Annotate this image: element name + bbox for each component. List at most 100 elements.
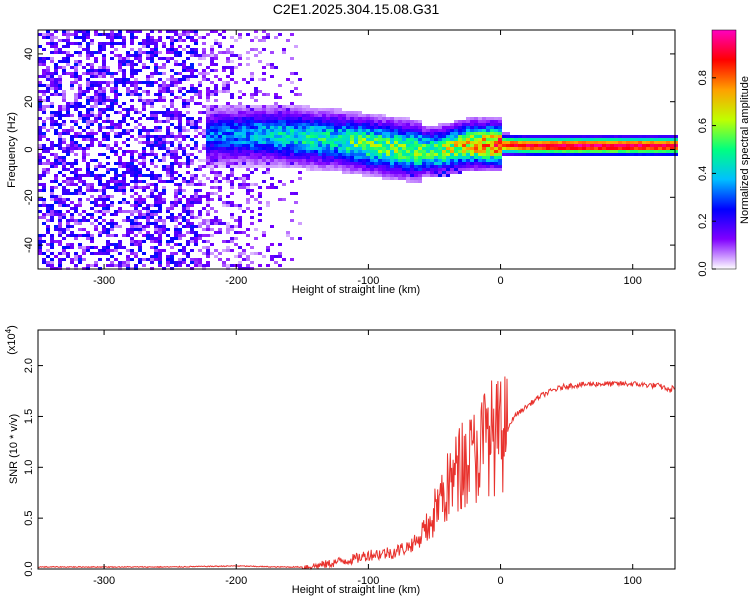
spectrogram-cell (218, 132, 222, 135)
spectrogram-cell (378, 141, 382, 144)
spectrogram-cell (634, 147, 638, 150)
spectrogram-cell (210, 207, 214, 210)
spectrogram-cell (94, 90, 98, 93)
snr-y-label: SNR (10 * v/v) (8, 414, 20, 484)
spectrogram-cell (214, 120, 218, 123)
spectrogram-cell (454, 165, 458, 168)
spectrogram-cell (142, 81, 146, 84)
spectrogram-cell (130, 180, 134, 183)
spectrogram-cell (86, 246, 90, 249)
spectrogram-cell (234, 66, 238, 69)
spectrogram-cell (418, 174, 422, 177)
spectrogram-cell (198, 159, 202, 162)
spectrogram-cell (194, 51, 198, 54)
spectrogram-cell (106, 252, 110, 255)
spectrogram-cell (410, 141, 414, 144)
spectrogram-cell (482, 144, 486, 147)
spectrogram-cell (38, 183, 42, 186)
spectrogram-cell (506, 147, 510, 150)
spectrogram-cell (422, 126, 426, 129)
spectrogram-cell (38, 243, 42, 246)
spectrogram-cell (182, 138, 186, 141)
spectrogram-cell (170, 261, 174, 264)
spectrogram-cell (290, 33, 294, 36)
spectrogram-cell (310, 126, 314, 129)
spectrogram-cell (218, 111, 222, 114)
spectrogram-cell (442, 126, 446, 129)
spectrogram-cell (74, 237, 78, 240)
spectrogram-cell (194, 258, 198, 261)
spectrogram-cell (114, 210, 118, 213)
spectrogram-cell (234, 219, 238, 222)
spectrogram-cell (138, 195, 142, 198)
spectrogram-cell (266, 264, 270, 267)
spectrogram-cell (658, 144, 662, 147)
spectrogram-cell (42, 168, 46, 171)
spectrogram-cell (62, 186, 66, 189)
spectrogram-cell (386, 174, 390, 177)
spectrogram-cell (174, 60, 178, 63)
spectrogram-cell (146, 90, 150, 93)
spectrogram-cell (78, 222, 82, 225)
spectrogram-cell (206, 162, 210, 165)
spectrogram-cell (602, 141, 606, 144)
spectrogram-cell (130, 48, 134, 51)
spectrogram-cell (294, 147, 298, 150)
spectrogram-cell (326, 129, 330, 132)
spectrogram-cell (238, 126, 242, 129)
spectrogram-cell (106, 114, 110, 117)
spectrogram-cell (66, 39, 70, 42)
spectrogram-cell (194, 192, 198, 195)
spectrogram-cell (270, 159, 274, 162)
spectrogram-cell (386, 168, 390, 171)
spectrogram-cell (394, 135, 398, 138)
spectrogram-cell (418, 129, 422, 132)
spectrogram-cell (550, 141, 554, 144)
spectrogram-cell (86, 162, 90, 165)
spectrogram-cell (290, 147, 294, 150)
spectrogram-cell (294, 45, 298, 48)
spectrogram-cell (106, 144, 110, 147)
spectrogram-cell (426, 144, 430, 147)
spectrogram-cell (42, 171, 46, 174)
spectrogram-cell (670, 138, 674, 141)
spectrogram-cell (194, 123, 198, 126)
spectrogram-cell (62, 33, 66, 36)
spectrogram-cell (446, 162, 450, 165)
spectrogram-cell (194, 243, 198, 246)
spectrogram-cell (602, 138, 606, 141)
spectrogram-cell (78, 63, 82, 66)
spectrogram-cell (226, 129, 230, 132)
spectrogram-cell (198, 216, 202, 219)
spectrogram-cell (646, 144, 650, 147)
spectrogram-cell (390, 150, 394, 153)
spectrogram-cell (558, 141, 562, 144)
spectrogram-cell (362, 138, 366, 141)
spectrogram-cell (82, 72, 86, 75)
spectrogram-cell (262, 141, 266, 144)
spectrogram-cell (386, 153, 390, 156)
spectrogram-cell (422, 144, 426, 147)
spectrogram-cell (654, 153, 658, 156)
spectrogram-cell (298, 78, 302, 81)
spectrogram-cell (58, 225, 62, 228)
y-tick-label: 2.0 (23, 358, 35, 373)
spectrogram-cell (226, 222, 230, 225)
colorbar-tick-label: 0.0 (697, 261, 709, 276)
spectrogram-cell (110, 243, 114, 246)
spectrogram-cell (506, 153, 510, 156)
spectrogram-cell (270, 147, 274, 150)
spectrogram-cell (194, 90, 198, 93)
spectrogram-cell (398, 171, 402, 174)
spectrogram-cell (102, 174, 106, 177)
spectrogram-cell (50, 261, 54, 264)
spectrogram-cell (258, 252, 262, 255)
spectrogram-cell (214, 192, 218, 195)
spectrogram-cell (354, 171, 358, 174)
spectrogram-cell (174, 156, 178, 159)
spectrogram-cell (262, 156, 266, 159)
spectrogram-cell (162, 42, 166, 45)
spectrogram-cell (286, 117, 290, 120)
spectrogram-cell (342, 114, 346, 117)
spectrogram-cell (98, 84, 102, 87)
